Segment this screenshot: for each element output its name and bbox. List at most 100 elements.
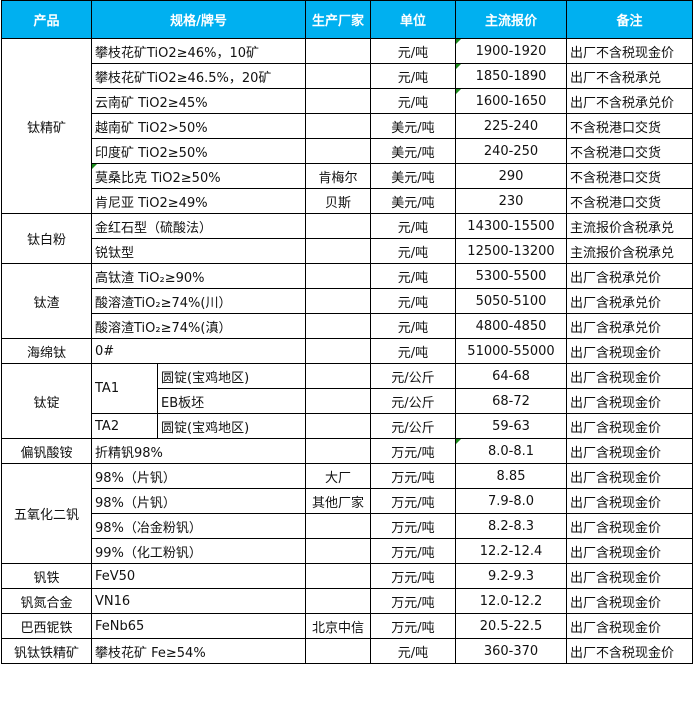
spec-cell: 酸溶渣TiO₂≥74%(滇） [91,313,306,339]
spec-cell: FeV50 [91,563,306,589]
note-cell: 出厂含税现金价 [566,588,693,614]
spec-cell: 印度矿 TiO2≥50% [91,138,306,164]
comment-marker-icon [456,64,461,69]
table-row: 印度矿 TiO2≥50% 美元/吨 240-250 不含税港口交货 [2,138,693,164]
price-cell: 12500-13200 [455,238,567,264]
unit-cell: 万元/吨 [370,438,456,464]
maker-cell [305,213,371,239]
spec-cell: 折精钒98% [91,438,306,464]
table-row: 钛精矿 攀枝花矿TiO2≥46%，10矿 元/吨 1900-1920 出厂不含税现金价 [1,38,693,214]
price-cell: 68-72 [455,388,567,414]
table-row: 钛锭 TA1 圆锭(宝鸡地区) 元/公斤 64-68 出厂含税现金价 [1,363,693,439]
maker-cell [305,588,371,614]
unit-cell: 万元/吨 [370,513,456,539]
price-cell: 360-370 [455,638,567,664]
maker-cell: 大厂 [305,463,371,489]
note-cell: 出厂含税现金价 [566,413,693,439]
unit-cell: 美元/吨 [370,163,456,189]
price-cell: 59-63 [455,413,567,439]
table-row: 99%（化工粉钒） 万元/吨 12.2-12.4 出厂含税现金价 [2,538,693,564]
maker-cell [305,563,371,589]
spec-cell: 0# [91,338,306,364]
note-cell: 出厂含税现金价 [566,388,693,414]
product-cell: 钒钛铁精矿 [1,638,92,664]
product-cell: 五氧化二钒 [1,463,92,564]
unit-cell: 元/吨 [370,338,456,364]
note-cell: 出厂含税承兑价 [566,263,693,289]
product-cell: 钒铁 [1,563,92,589]
maker-cell [305,113,371,139]
maker-cell: 贝斯 [305,188,371,214]
maker-cell [305,538,371,564]
spec-cell: FeNb65 [91,613,306,639]
product-cell: 钛锭 [1,363,92,439]
unit-cell: 美元/吨 [370,188,456,214]
price-cell: 64-68 [455,363,567,389]
maker-cell [305,63,371,89]
maker-cell [305,363,371,389]
product-cell: 海绵钛 [1,338,92,364]
price-cell: 9.2-9.3 [455,563,567,589]
note-cell: 出厂含税现金价 [566,538,693,564]
header-spec: 规格/牌号 [91,0,306,39]
note-cell: 不含税港口交货 [566,163,693,189]
price-cell: 12.2-12.4 [455,538,567,564]
price-cell: 20.5-22.5 [455,613,567,639]
spec-cell: 98%（片钒） [91,463,306,489]
header-maker: 生产厂家 [305,0,371,39]
maker-cell [305,413,371,439]
unit-cell: 元/公斤 [370,413,456,439]
price-cell: 51000-55000 [455,338,567,364]
price-table: 产品 规格/牌号 生产厂家 单位 主流报价 备注 钛精矿 攀枝花矿TiO2≥46%… [1,0,693,664]
table-row: 五氧化二钒 98%（片钒） 大厂 万元/吨 8.85 出厂含税现金价 [1,463,693,564]
unit-cell: 元/公斤 [370,363,456,389]
table-row: 酸溶渣TiO₂≥74%(川） 元/吨 5050-5100 出厂含税承兑价 [2,288,693,314]
price-cell: 7.9-8.0 [455,488,567,514]
unit-cell: 美元/吨 [370,113,456,139]
note-cell: 出厂含税现金价 [566,488,693,514]
price-cell: 290 [455,163,567,189]
unit-cell: 元/吨 [370,263,456,289]
price-cell: 1900-1920 [455,38,567,64]
note-cell: 出厂含税现金价 [566,613,693,639]
unit-cell: 万元/吨 [370,488,456,514]
price-cell: 8.2-8.3 [455,513,567,539]
note-cell: 出厂含税承兑价 [566,313,693,339]
spec-cell: 圆锭(宝鸡地区) [157,413,306,439]
spec-cell: 酸溶渣TiO₂≥74%(川） [91,288,306,314]
price-cell: 240-250 [455,138,567,164]
note-cell: 主流报价含税承兑 [566,238,693,264]
price-cell: 12.0-12.2 [455,588,567,614]
unit-cell: 元/吨 [370,288,456,314]
unit-cell: 美元/吨 [370,138,456,164]
header-price: 主流报价 [455,0,567,39]
price-cell: 225-240 [455,113,567,139]
maker-cell: 北京中信 [305,613,371,639]
maker-cell: 其他厂家 [305,488,371,514]
maker-cell [305,638,371,664]
note-cell: 主流报价含税承兑 [566,213,693,239]
header-note: 备注 [566,0,693,39]
spec-cell: 99%（化工粉钒） [91,538,306,564]
note-cell: 出厂不含税承兑 [566,63,693,89]
price-cell: 8.85 [455,463,567,489]
maker-cell [305,88,371,114]
spec-cell: 攀枝花矿TiO2≥46.5%，20矿 [91,63,306,89]
maker-cell [305,313,371,339]
spec-cell: 攀枝花矿 Fe≥54% [91,638,306,664]
unit-cell: 万元/吨 [370,613,456,639]
unit-cell: 元/吨 [370,88,456,114]
table-body: 钛精矿 攀枝花矿TiO2≥46%，10矿 元/吨 1900-1920 出厂不含税现金价攀… [1,38,693,664]
maker-cell [305,288,371,314]
note-cell: 出厂含税承兑价 [566,288,693,314]
table-row: 肯尼亚 TiO2≥49% 贝斯 美元/吨 230 不含税港口交货 [2,188,693,214]
maker-cell [305,338,371,364]
price-cell: 5050-5100 [455,288,567,314]
table-row: 钛渣 高钛渣 TiO₂≥90% 元/吨 5300-5500 出厂含税承兑价 [1,263,693,339]
price-cell: 5300-5500 [455,263,567,289]
table-row: 偏钒酸铵 折精钒98% 万元/吨 8.0-8.1 出厂含税现金价 [1,438,693,464]
note-cell: 出厂含税现金价 [566,338,693,364]
maker-cell [305,138,371,164]
note-cell: 不含税港口交货 [566,138,693,164]
product-cell: 钛渣 [1,263,92,339]
